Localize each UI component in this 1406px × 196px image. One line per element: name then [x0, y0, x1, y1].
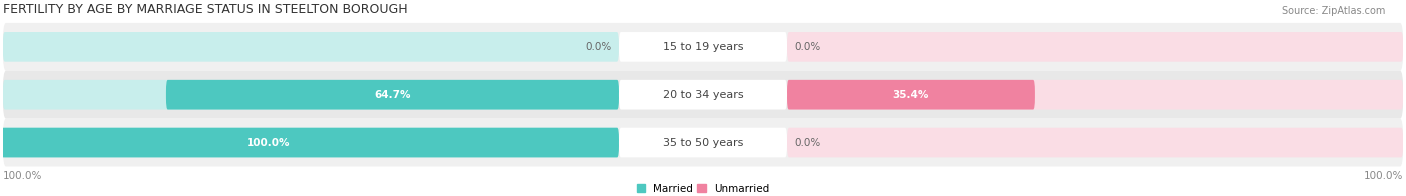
FancyBboxPatch shape: [3, 80, 619, 110]
FancyBboxPatch shape: [166, 80, 619, 110]
Legend: Married, Unmarried: Married, Unmarried: [637, 184, 769, 194]
Text: 0.0%: 0.0%: [586, 42, 612, 52]
Text: 35 to 50 years: 35 to 50 years: [662, 138, 744, 148]
Text: 35.4%: 35.4%: [893, 90, 929, 100]
Text: 100.0%: 100.0%: [247, 138, 291, 148]
Text: 64.7%: 64.7%: [374, 90, 411, 100]
FancyBboxPatch shape: [787, 80, 1035, 110]
FancyBboxPatch shape: [3, 119, 1403, 166]
FancyBboxPatch shape: [619, 32, 787, 62]
FancyBboxPatch shape: [787, 128, 1403, 157]
FancyBboxPatch shape: [787, 80, 1403, 110]
FancyBboxPatch shape: [3, 71, 1403, 119]
FancyBboxPatch shape: [0, 128, 619, 157]
Text: 0.0%: 0.0%: [794, 138, 820, 148]
FancyBboxPatch shape: [619, 80, 787, 110]
Text: 15 to 19 years: 15 to 19 years: [662, 42, 744, 52]
Text: FERTILITY BY AGE BY MARRIAGE STATUS IN STEELTON BOROUGH: FERTILITY BY AGE BY MARRIAGE STATUS IN S…: [3, 3, 408, 16]
FancyBboxPatch shape: [619, 128, 787, 157]
Text: 100.0%: 100.0%: [3, 171, 42, 181]
Text: 0.0%: 0.0%: [794, 42, 820, 52]
FancyBboxPatch shape: [3, 32, 619, 62]
FancyBboxPatch shape: [787, 32, 1403, 62]
FancyBboxPatch shape: [3, 23, 1403, 71]
Text: Source: ZipAtlas.com: Source: ZipAtlas.com: [1281, 6, 1385, 16]
Text: 20 to 34 years: 20 to 34 years: [662, 90, 744, 100]
Text: 100.0%: 100.0%: [1364, 171, 1403, 181]
FancyBboxPatch shape: [3, 128, 619, 157]
